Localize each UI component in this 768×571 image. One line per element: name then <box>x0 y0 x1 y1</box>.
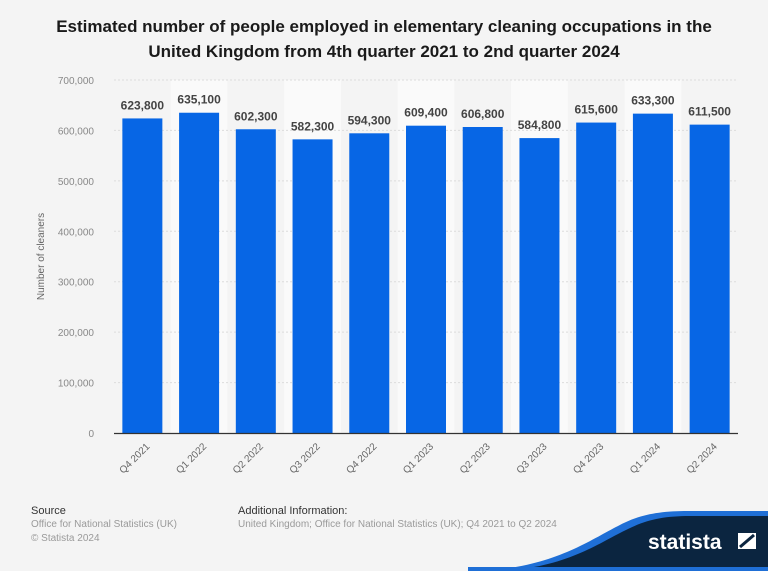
bar-chart: 0 100,000 200,000 300,000 400,000 500,000 600,… <box>36 76 738 476</box>
statista-logo[interactable]: statista <box>468 501 768 571</box>
bar[interactable] <box>689 124 730 434</box>
data-label: 609,400 <box>404 106 448 120</box>
x-tick-label: Q1 2022 <box>174 441 209 476</box>
source-block: Source Office for National Statistics (U… <box>31 504 177 546</box>
bar[interactable] <box>519 138 560 433</box>
info-heading: Additional Information: <box>238 505 348 517</box>
y-tick-label: 200,000 <box>58 328 95 339</box>
info-text: United Kingdom; Office for National Stat… <box>238 519 557 530</box>
bar[interactable] <box>406 125 446 433</box>
bar[interactable] <box>122 118 163 433</box>
y-tick-label: 300,000 <box>58 278 95 289</box>
bar[interactable] <box>349 133 390 434</box>
y-tick-label: 600,000 <box>58 126 95 137</box>
data-label: 615,600 <box>574 103 618 117</box>
x-tick-label: Q2 2024 <box>685 441 720 476</box>
bar[interactable] <box>292 139 333 433</box>
bar[interactable] <box>632 113 673 433</box>
copyright: © Statista 2024 <box>31 533 100 544</box>
data-label: 606,800 <box>461 107 505 121</box>
x-tick-label: Q1 2024 <box>628 441 663 476</box>
info-block: Additional Information: United Kingdom; … <box>238 504 557 532</box>
y-tick-label: 100,000 <box>58 379 95 390</box>
x-tick-label: Q4 2023 <box>571 441 606 476</box>
logo-text: statista <box>648 531 722 554</box>
data-label: 611,500 <box>688 105 731 119</box>
y-tick-label: 700,000 <box>58 76 95 87</box>
x-tick-label: Q1 2023 <box>401 441 436 476</box>
x-tick-label: Q2 2023 <box>458 441 493 476</box>
bar[interactable] <box>179 112 220 433</box>
bar[interactable] <box>576 122 617 434</box>
x-tick-label: Q4 2021 <box>118 441 153 476</box>
data-label: 584,800 <box>518 118 562 132</box>
data-label: 602,300 <box>234 109 278 123</box>
x-tick-label: Q3 2023 <box>515 441 550 476</box>
bar[interactable] <box>462 126 503 434</box>
data-label: 623,800 <box>121 98 165 112</box>
x-tick-label: Q2 2022 <box>231 441 266 476</box>
data-label: 633,300 <box>631 94 675 108</box>
y-tick-label: 400,000 <box>58 227 95 238</box>
bar[interactable] <box>235 129 276 433</box>
y-tick-label: 0 <box>88 429 94 440</box>
x-tick-label: Q4 2022 <box>344 441 379 476</box>
x-tick-label: Q3 2022 <box>288 441 323 476</box>
data-label: 635,100 <box>177 93 221 107</box>
y-tick-label: 500,000 <box>58 177 95 188</box>
source-text[interactable]: Office for National Statistics (UK) <box>31 519 177 530</box>
y-axis-label: Number of cleaners <box>36 213 47 300</box>
data-label: 594,300 <box>348 113 392 127</box>
data-label: 582,300 <box>291 119 335 133</box>
source-heading: Source <box>31 505 66 517</box>
chart-title: Estimated number of people employed in e… <box>56 17 712 61</box>
